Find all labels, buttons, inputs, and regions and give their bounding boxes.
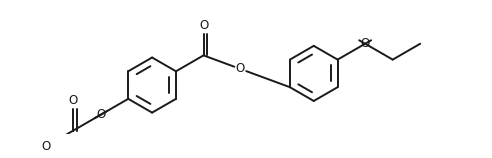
Text: O: O: [68, 94, 78, 107]
Text: O: O: [361, 37, 370, 50]
Text: O: O: [96, 108, 105, 121]
Text: O: O: [41, 140, 50, 153]
Text: O: O: [235, 62, 245, 75]
Text: O: O: [199, 18, 208, 32]
